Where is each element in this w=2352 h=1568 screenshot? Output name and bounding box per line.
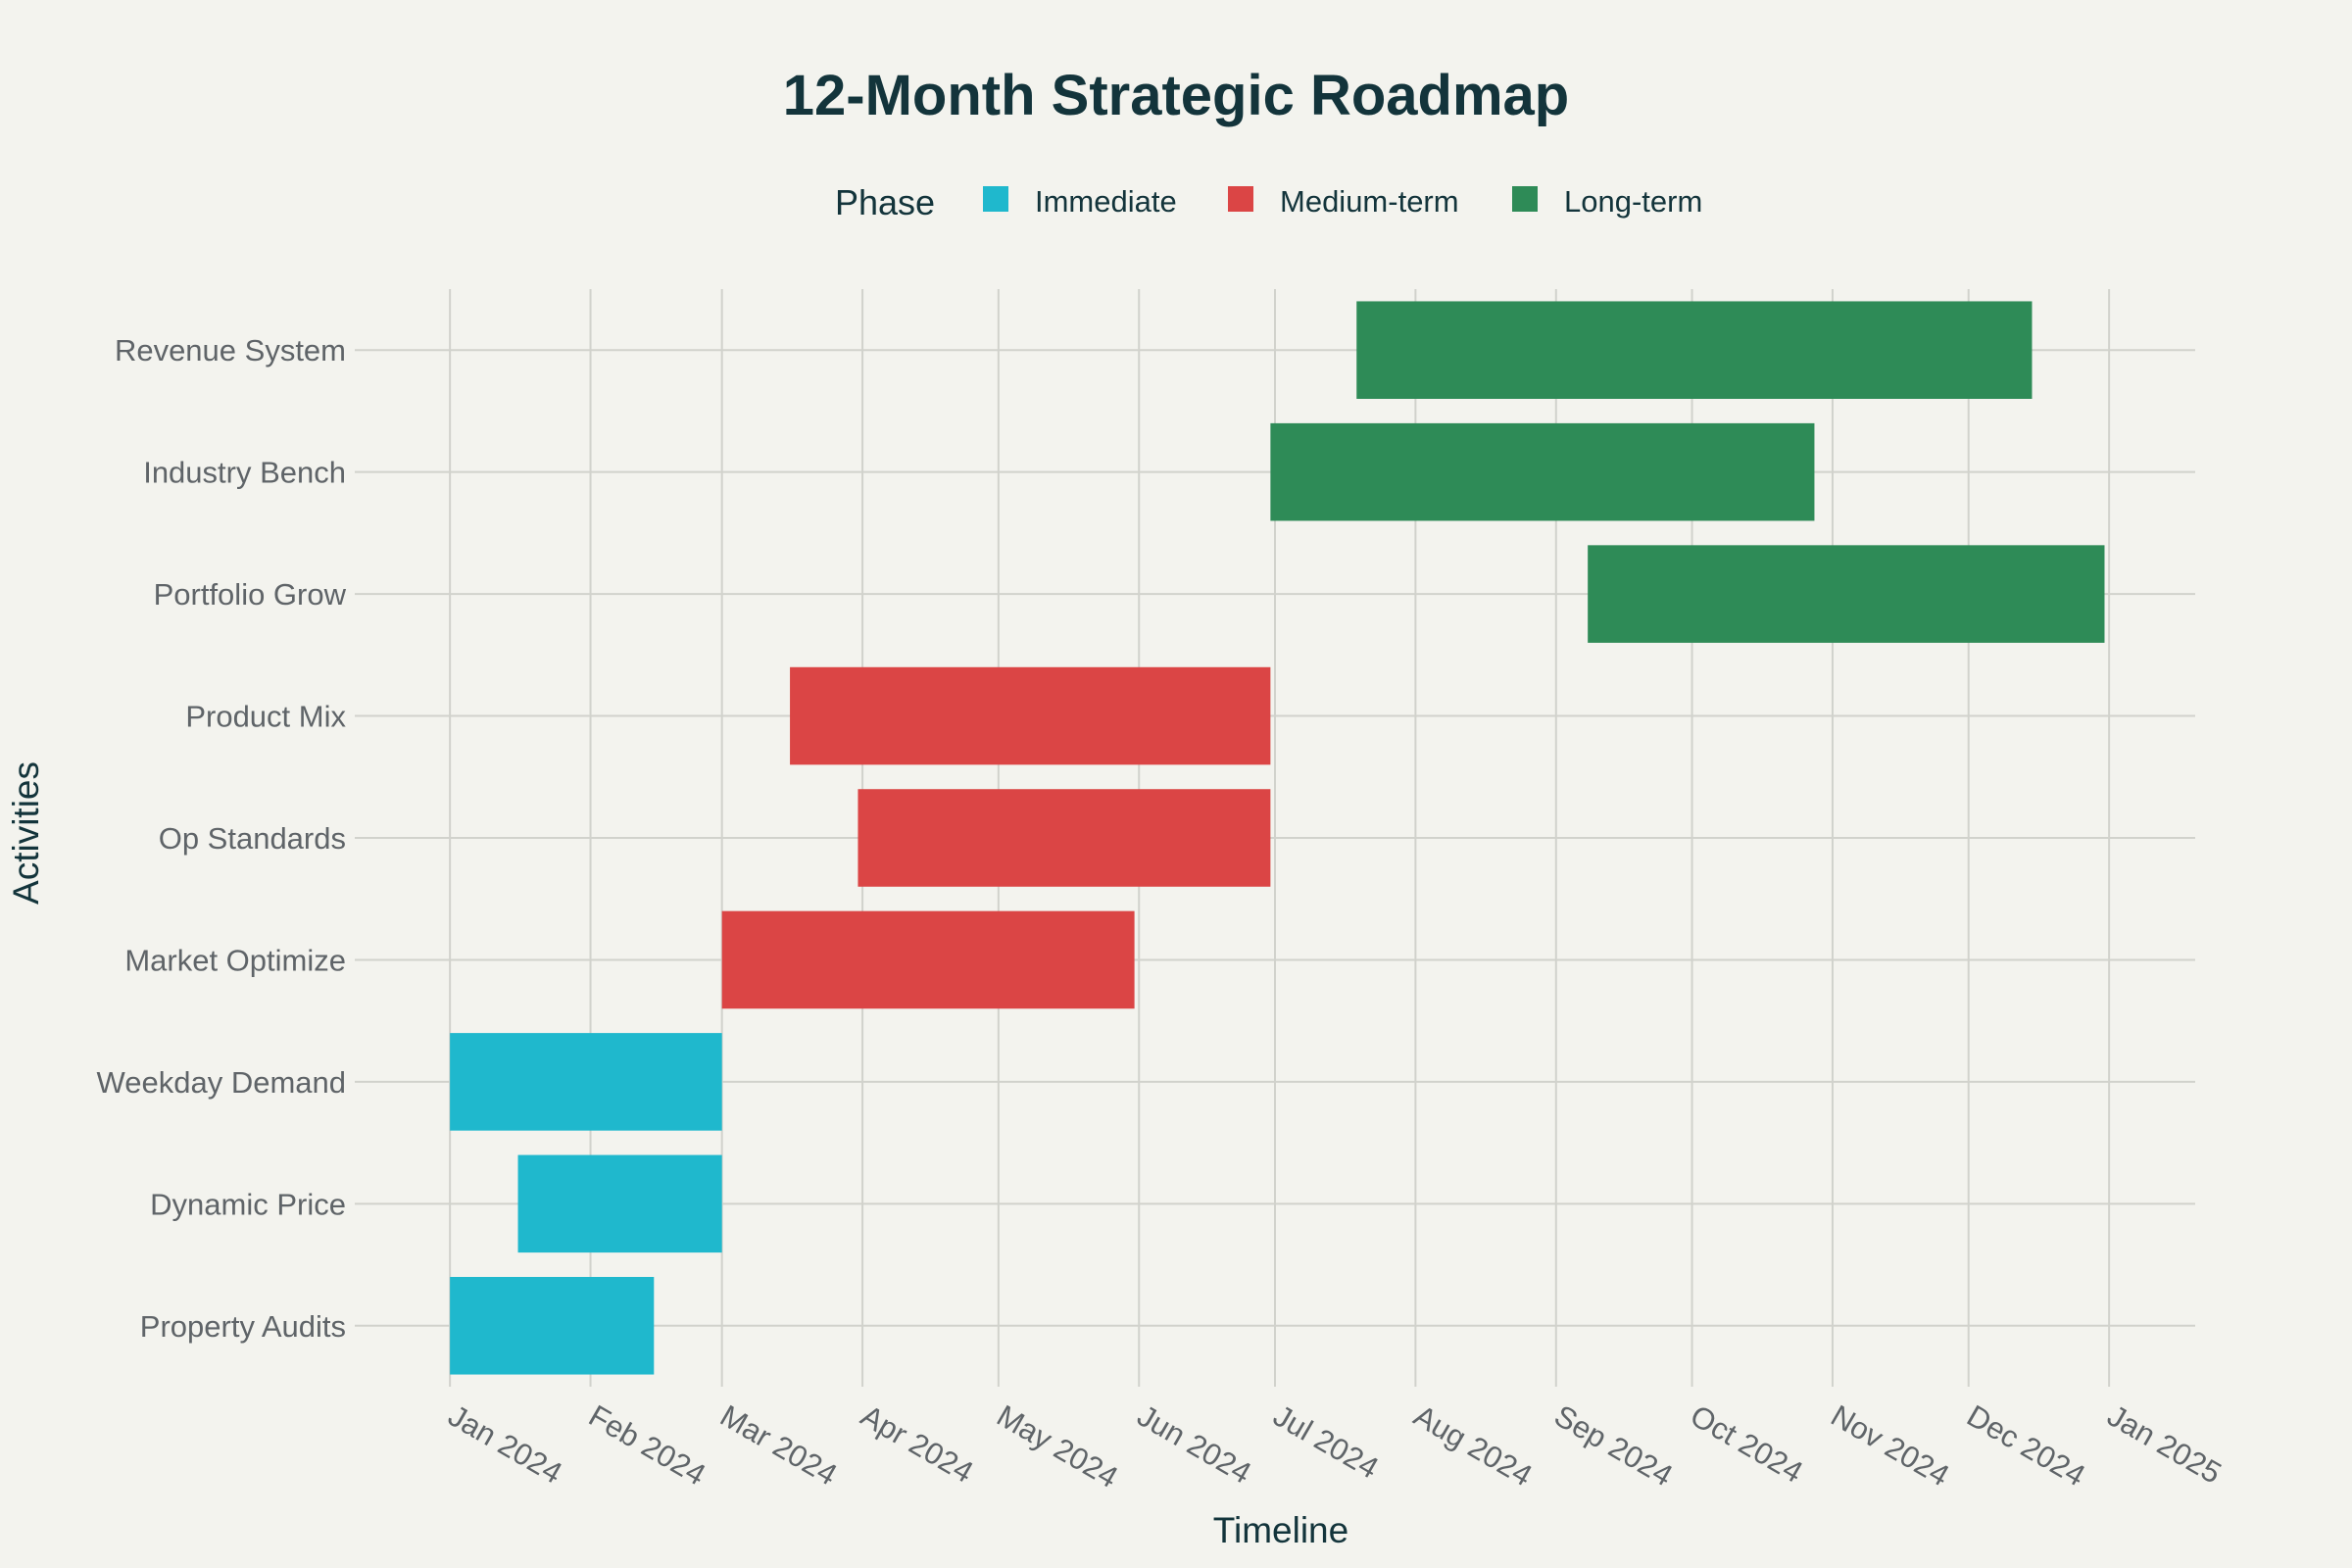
x-tick-label: Nov 2024 xyxy=(1825,1398,1954,1494)
x-tick-label: Feb 2024 xyxy=(583,1398,711,1493)
gantt-bar xyxy=(1270,422,1815,521)
gantt-bar xyxy=(517,1154,722,1253)
y-tick-label: Revenue System xyxy=(115,333,346,368)
gantt-bar xyxy=(858,789,1271,887)
gantt-bar xyxy=(450,1277,655,1375)
y-tick-label: Industry Bench xyxy=(143,456,346,490)
legend: Phase Immediate Medium-term Long-term xyxy=(835,182,1702,222)
y-tick-label: Op Standards xyxy=(159,821,346,856)
x-tick-label: Mar 2024 xyxy=(714,1398,843,1493)
legend-swatch xyxy=(1228,186,1253,212)
x-tick-label: Aug 2024 xyxy=(1408,1398,1538,1494)
gantt-bar xyxy=(450,1033,722,1131)
legend-swatch xyxy=(1512,186,1538,212)
gantt-bar xyxy=(790,666,1271,765)
legend-title: Phase xyxy=(835,182,935,222)
x-tick-label: Apr 2024 xyxy=(856,1398,979,1490)
x-tick-label: Jun 2024 xyxy=(1132,1398,1257,1491)
legend-label: Immediate xyxy=(1035,184,1177,219)
x-axis-ticks: Jan 2024 Feb 2024 Mar 2024 Apr 2024 May 2024… xyxy=(443,1398,2228,1494)
x-tick-label: Jul 2024 xyxy=(1268,1398,1385,1486)
x-tick-label: Dec 2024 xyxy=(1961,1398,2090,1494)
bars xyxy=(450,301,2105,1375)
y-tick-label: Market Optimize xyxy=(124,943,346,977)
gantt-bar xyxy=(1356,301,2033,399)
y-tick-label: Product Mix xyxy=(185,700,346,734)
y-tick-label: Portfolio Grow xyxy=(154,577,347,612)
x-tick-label: Sep 2024 xyxy=(1548,1398,1678,1494)
gantt-bar xyxy=(721,910,1135,1009)
y-axis-ticks: Revenue System Industry Bench Portfolio Gr… xyxy=(97,333,347,1344)
x-tick-label: Jan 2025 xyxy=(2102,1398,2228,1491)
legend-label: Medium-term xyxy=(1280,184,1459,219)
y-tick-label: Dynamic Price xyxy=(150,1187,346,1221)
x-tick-label: Jan 2024 xyxy=(443,1398,568,1491)
legend-label: Long-term xyxy=(1564,184,1702,219)
y-tick-label: Weekday Demand xyxy=(97,1065,346,1100)
x-tick-label: May 2024 xyxy=(991,1398,1123,1494)
legend-swatch xyxy=(983,186,1008,212)
x-tick-label: Oct 2024 xyxy=(1685,1398,1808,1490)
chart-title: 12-Month Strategic Roadmap xyxy=(783,64,1569,127)
y-axis-title: Activities xyxy=(6,761,46,905)
x-axis-title: Timeline xyxy=(1213,1510,1348,1550)
gantt-bar xyxy=(1588,545,2105,643)
y-tick-label: Property Audits xyxy=(140,1309,346,1344)
